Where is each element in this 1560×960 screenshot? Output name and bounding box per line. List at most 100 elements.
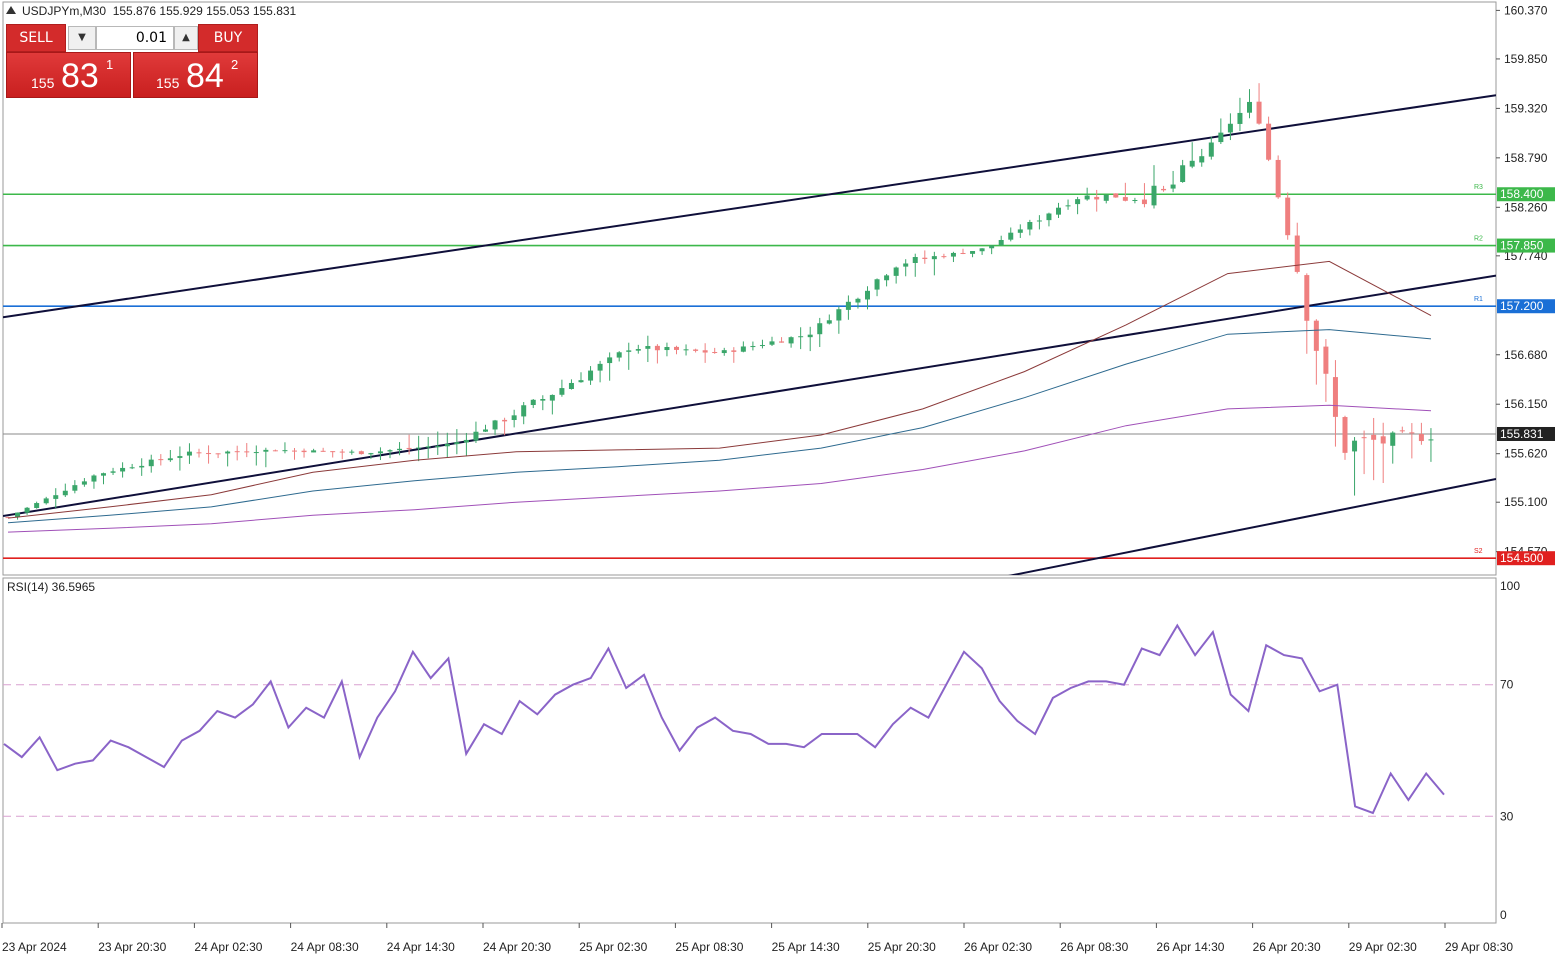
candle-body — [845, 301, 851, 310]
candle-body — [301, 450, 307, 453]
candle-body — [158, 459, 164, 461]
candle-body — [358, 451, 364, 455]
candle-body — [645, 346, 651, 349]
candle-body — [970, 251, 976, 254]
price-tick-label: 159.850 — [1504, 52, 1548, 66]
candle-body — [186, 451, 192, 456]
candle-body — [1113, 193, 1119, 198]
candle-body — [62, 490, 68, 496]
time-tick-label: 26 Apr 08:30 — [1060, 940, 1128, 954]
candle-body — [177, 456, 183, 458]
candle-body — [1285, 197, 1291, 236]
rsi-label: RSI(14) 36.5965 — [7, 580, 95, 594]
candle-body — [903, 263, 909, 267]
chevron-down-icon: ▼ — [78, 32, 86, 43]
candle-body — [1208, 142, 1214, 157]
candle-body — [1036, 220, 1042, 222]
buy-price-main: 84 — [186, 57, 224, 95]
candle-body — [1094, 196, 1100, 200]
sell-price-main: 83 — [61, 57, 99, 95]
price-tick-label: 158.260 — [1504, 200, 1548, 214]
pivot-price-tag — [1497, 299, 1555, 314]
candle-body — [1399, 430, 1405, 432]
price-tick-label: 156.680 — [1504, 348, 1548, 362]
candle-body — [1323, 346, 1329, 374]
buy-price-box[interactable]: 155 84 2 — [133, 52, 258, 98]
candle-body — [196, 452, 202, 454]
candle-body — [34, 503, 40, 509]
time-tick-label: 25 Apr 14:30 — [772, 940, 840, 954]
pivot-price-tag-label: 157.200 — [1500, 299, 1544, 313]
time-tick-label: 26 Apr 02:30 — [964, 940, 1032, 954]
price-tick-label: 158.790 — [1504, 151, 1548, 165]
ohlc-readout: 155.876 155.929 155.053 155.831 — [112, 4, 297, 18]
candle-body — [740, 346, 746, 352]
pivot-price-tag — [1497, 551, 1555, 566]
lot-increase-button[interactable]: ▲ — [174, 26, 198, 50]
candle-body — [702, 350, 708, 353]
price-tick-label: 156.150 — [1504, 397, 1548, 411]
candle-body — [750, 346, 756, 348]
rsi-tick-label: 30 — [1500, 809, 1514, 823]
candle-body — [502, 419, 508, 422]
candle-body — [1170, 184, 1176, 189]
candle-body — [1141, 199, 1147, 205]
candle-body — [244, 451, 250, 453]
rsi-tick-label: 0 — [1500, 908, 1507, 922]
candle-body — [731, 350, 737, 352]
ma-mid-line — [7, 329, 1432, 524]
lot-decrease-button[interactable]: ▼ — [68, 26, 96, 50]
candle-body — [1180, 165, 1186, 182]
candle-body — [1390, 432, 1396, 446]
candle-body — [530, 399, 536, 406]
candle-body — [253, 452, 259, 454]
candle-body — [817, 323, 823, 335]
rsi-tick-label: 70 — [1500, 678, 1514, 692]
buy-button[interactable]: BUY — [198, 24, 258, 52]
time-tick-label: 25 Apr 02:30 — [579, 940, 647, 954]
sell-button[interactable]: SELL — [6, 24, 66, 52]
candle-body — [206, 453, 212, 455]
rsi-line — [3, 623, 1445, 815]
lot-value: 0.01 — [135, 30, 167, 46]
triangle-down-icon[interactable] — [6, 6, 16, 14]
candle-body — [349, 451, 355, 453]
candle-body — [91, 475, 97, 482]
candle-body — [674, 346, 679, 350]
candle-body — [807, 334, 813, 338]
candle-body — [826, 320, 832, 324]
candle-body — [225, 451, 231, 454]
sell-price-box[interactable]: 155 83 1 — [6, 52, 131, 98]
time-tick-label: 26 Apr 14:30 — [1156, 940, 1224, 954]
candle-body — [15, 512, 21, 518]
candle-body — [368, 453, 374, 455]
candle-body — [1056, 207, 1061, 215]
time-tick-label: 25 Apr 08:30 — [675, 940, 743, 954]
ma-fast-line — [7, 260, 1432, 519]
sell-price-sup: 1 — [106, 57, 114, 72]
candle-body — [1342, 417, 1348, 453]
candle-body — [960, 252, 966, 254]
candle-body — [1046, 213, 1052, 221]
candle-body — [1151, 185, 1157, 206]
candle-body — [148, 459, 154, 467]
candle-body — [912, 257, 918, 263]
candle-body — [1256, 101, 1262, 124]
candle-body — [129, 467, 135, 469]
candle-body — [549, 394, 555, 401]
price-tick-label: 155.100 — [1504, 495, 1548, 509]
candle-body — [683, 349, 689, 351]
time-tick-label: 24 Apr 02:30 — [194, 940, 262, 954]
candle-body — [416, 447, 422, 449]
candle-body — [884, 275, 890, 281]
candle-body — [1409, 432, 1415, 434]
candle-body — [263, 449, 269, 452]
candle-body — [1017, 229, 1023, 233]
symbol-header: USDJPYm,M30 155.876 155.929 155.053 155.… — [6, 4, 296, 18]
lot-input[interactable]: 0.01 — [96, 26, 174, 50]
candle-body — [712, 351, 718, 353]
candle-body — [320, 450, 326, 452]
pivot-level-tag: R2 — [1474, 236, 1483, 243]
candle-body — [1132, 199, 1138, 201]
